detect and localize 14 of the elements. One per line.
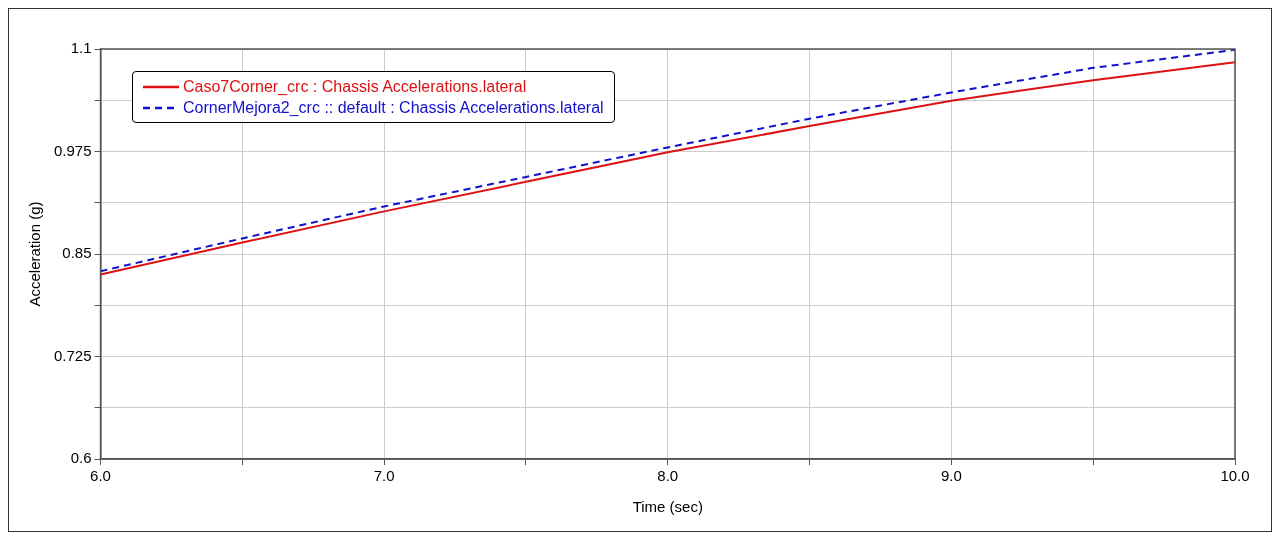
- x-tick-label: 10.0: [1220, 467, 1250, 485]
- y-tick-label: 1.1: [70, 39, 92, 57]
- x-tick-label: 6.0: [90, 467, 111, 485]
- y-axis-title: Acceleration (g): [26, 201, 44, 307]
- legend-label: Caso7Corner_crc : Chassis Accelerations.lateral: [183, 77, 527, 97]
- x-tick-label: 7.0: [373, 467, 395, 485]
- y-tick-label: 0.975: [53, 141, 92, 159]
- x-axis-title: Time (sec): [632, 498, 703, 516]
- y-tick-label: 0.85: [62, 244, 92, 262]
- x-tick-label: 9.0: [940, 467, 962, 485]
- y-tick-label: 0.6: [70, 449, 92, 467]
- y-tick-label: 0.725: [53, 346, 92, 364]
- legend-label: CornerMejora2_crc :: default : Chassis Accelerations.lateral: [183, 98, 604, 118]
- x-tick-label: 8.0: [657, 467, 679, 485]
